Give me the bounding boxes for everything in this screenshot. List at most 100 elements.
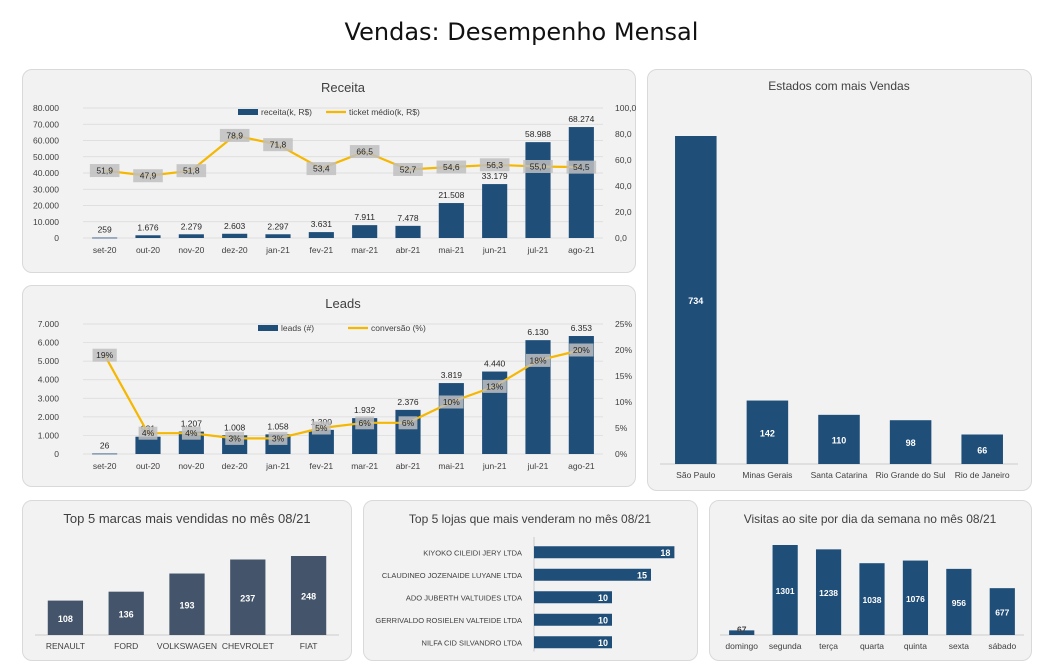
bar-mai-21 bbox=[438, 203, 464, 238]
x-tick-label: Rio de Janeiro bbox=[955, 470, 1010, 480]
bar-Rio Grande do Sul bbox=[889, 420, 932, 464]
x-tick-label: terça bbox=[819, 641, 838, 651]
x-tick-label: jun-21 bbox=[482, 245, 507, 255]
chart-title: Leads bbox=[325, 296, 361, 311]
bar-jul-21 bbox=[525, 142, 551, 238]
x-tick-label: CHEVROLET bbox=[222, 641, 274, 651]
line-value-label: 54,5 bbox=[573, 162, 590, 172]
line-label-box bbox=[133, 169, 163, 183]
bar-CLAUDINEO JOZENAIDE LUYANE LTDA bbox=[534, 568, 651, 581]
line-series-receita bbox=[104, 134, 582, 177]
legend-bar-label: receita(k, R$) bbox=[261, 107, 312, 117]
line-value-label: 47,9 bbox=[140, 171, 157, 181]
line-value-label: 51,9 bbox=[96, 166, 113, 176]
bar-nov-20 bbox=[178, 234, 204, 238]
lojas-chart-panel: Top 5 lojas que mais venderam no mês 08/… bbox=[363, 500, 698, 661]
bar-quinta bbox=[902, 560, 929, 635]
x-tick-label: mar-21 bbox=[351, 461, 378, 471]
chart-title: Visitas ao site por dia da semana no mês… bbox=[744, 512, 997, 526]
bar-sexta bbox=[946, 568, 972, 635]
bar-value-label: 98 bbox=[906, 438, 916, 448]
y-tick-label: 80.000 bbox=[33, 103, 59, 113]
receita-chart: Receita 0 10.000 20.000 30.000 40.000 50.000 60… bbox=[33, 80, 637, 255]
y2-tick-label: 60,0 bbox=[615, 155, 632, 165]
x-tick-label: mai-21 bbox=[438, 245, 464, 255]
y-tick-label: 3.000 bbox=[38, 393, 60, 403]
y2-tick-label: 20,0 bbox=[615, 207, 632, 217]
bar-dez-20 bbox=[222, 233, 248, 238]
bar-NILFA CID SILVANDRO LTDA bbox=[534, 636, 612, 649]
bar-value-label: 248 bbox=[301, 592, 316, 602]
x-tick-label: abr-21 bbox=[396, 245, 421, 255]
line-value-label: 54,6 bbox=[443, 162, 460, 172]
line-label-box bbox=[225, 431, 245, 445]
bar-value-label: 2.297 bbox=[267, 221, 289, 231]
y-tick-label: 7.000 bbox=[38, 319, 60, 329]
line-value-label: 6% bbox=[402, 418, 415, 428]
line-label-box bbox=[306, 162, 337, 176]
y2-tick-label: 5% bbox=[615, 423, 628, 433]
y-tick-label: 1.000 bbox=[38, 430, 60, 440]
line-label-box bbox=[181, 426, 201, 440]
bar-mar-21 bbox=[352, 225, 378, 238]
bar-fev-21 bbox=[308, 232, 334, 238]
line-value-label: 13% bbox=[486, 381, 503, 391]
x-tick-label: jan-21 bbox=[265, 245, 290, 255]
visitas-chart-panel: Visitas ao site por dia da semana no mês… bbox=[709, 500, 1032, 661]
bar-Minas Gerais bbox=[746, 400, 789, 464]
marcas-chart: Top 5 marcas mais vendidas no mês 08/21 1… bbox=[35, 511, 339, 651]
line-label-box bbox=[398, 416, 418, 430]
estados-chart: Estados com mais Vendas 734 São Paulo 142 Mi… bbox=[660, 79, 1018, 480]
leads-chart-panel: Leads 0 1.000 2.000 3.000 4.000 5.000 6.000 7.00… bbox=[22, 285, 636, 487]
bar-value-label: 108 bbox=[58, 614, 73, 624]
x-tick-label: Rio Grande do Sul bbox=[876, 470, 946, 480]
bar-value-label: 1238 bbox=[819, 588, 838, 598]
line-label-box bbox=[569, 343, 594, 357]
y-tick-label: 0 bbox=[54, 233, 59, 243]
y-tick-label: 60.000 bbox=[33, 136, 59, 146]
line-label-box bbox=[482, 379, 507, 393]
bar-value-label: 6.353 bbox=[571, 323, 593, 333]
line-value-label: 6% bbox=[359, 418, 372, 428]
line-label-box bbox=[89, 164, 120, 178]
bar-value-label: 26 bbox=[100, 441, 110, 451]
leads-chart: Leads 0 1.000 2.000 3.000 4.000 5.000 6.000 7.00… bbox=[38, 296, 633, 471]
bar-sábado bbox=[989, 588, 1015, 635]
x-tick-label: set-20 bbox=[93, 245, 117, 255]
y-tick-label: 20.000 bbox=[33, 201, 59, 211]
y2-tick-label: 0% bbox=[615, 449, 628, 459]
line-value-label: 51,8 bbox=[183, 166, 200, 176]
x-tick-label: set-20 bbox=[93, 461, 117, 471]
legend-line-label: conversão (%) bbox=[371, 323, 426, 333]
bar-FIAT bbox=[290, 556, 327, 635]
bar-value-label: 110 bbox=[832, 435, 847, 445]
x-tick-label: mar-21 bbox=[351, 245, 378, 255]
bar-value-label: 1.207 bbox=[181, 419, 203, 429]
x-tick-label: ago-21 bbox=[568, 461, 595, 471]
chart-title: Estados com mais Vendas bbox=[768, 79, 909, 93]
line-value-label: 71,8 bbox=[270, 140, 287, 150]
line-value-label: 52,7 bbox=[400, 164, 417, 174]
x-tick-label: jul-21 bbox=[527, 461, 549, 471]
y-tick-label: 30.000 bbox=[33, 184, 59, 194]
x-tick-label: sexta bbox=[949, 641, 970, 651]
bar-GERRIVALDO ROSIELEN VALTEIDE LTDA bbox=[534, 613, 612, 626]
bar-Santa Catarina bbox=[818, 414, 860, 464]
y-tick-label: 2.000 bbox=[38, 412, 60, 422]
bar-value-label: 1301 bbox=[776, 586, 795, 596]
bar-value-label: 68.274 bbox=[568, 114, 594, 124]
legend-line-label: ticket médio(k, R$) bbox=[349, 107, 420, 117]
x-tick-label: São Paulo bbox=[676, 470, 715, 480]
y-tick-label: CLAUDINEO JOZENAIDE LUYANE LTDA bbox=[382, 571, 522, 580]
bar-value-label: 237 bbox=[240, 593, 255, 603]
bar-value-label: 142 bbox=[760, 428, 775, 438]
line-value-label: 20% bbox=[573, 345, 590, 355]
x-tick-label: dez-20 bbox=[222, 245, 248, 255]
bar-value-label: 7.478 bbox=[397, 213, 419, 223]
line-value-label: 3% bbox=[272, 433, 285, 443]
x-tick-label: ago-21 bbox=[568, 245, 595, 255]
y-tick-label: 0 bbox=[54, 449, 59, 459]
y2-tick-label: 100,0 bbox=[615, 103, 637, 113]
bar-São Paulo bbox=[675, 136, 717, 464]
bar-value-label: 1.008 bbox=[224, 422, 246, 432]
